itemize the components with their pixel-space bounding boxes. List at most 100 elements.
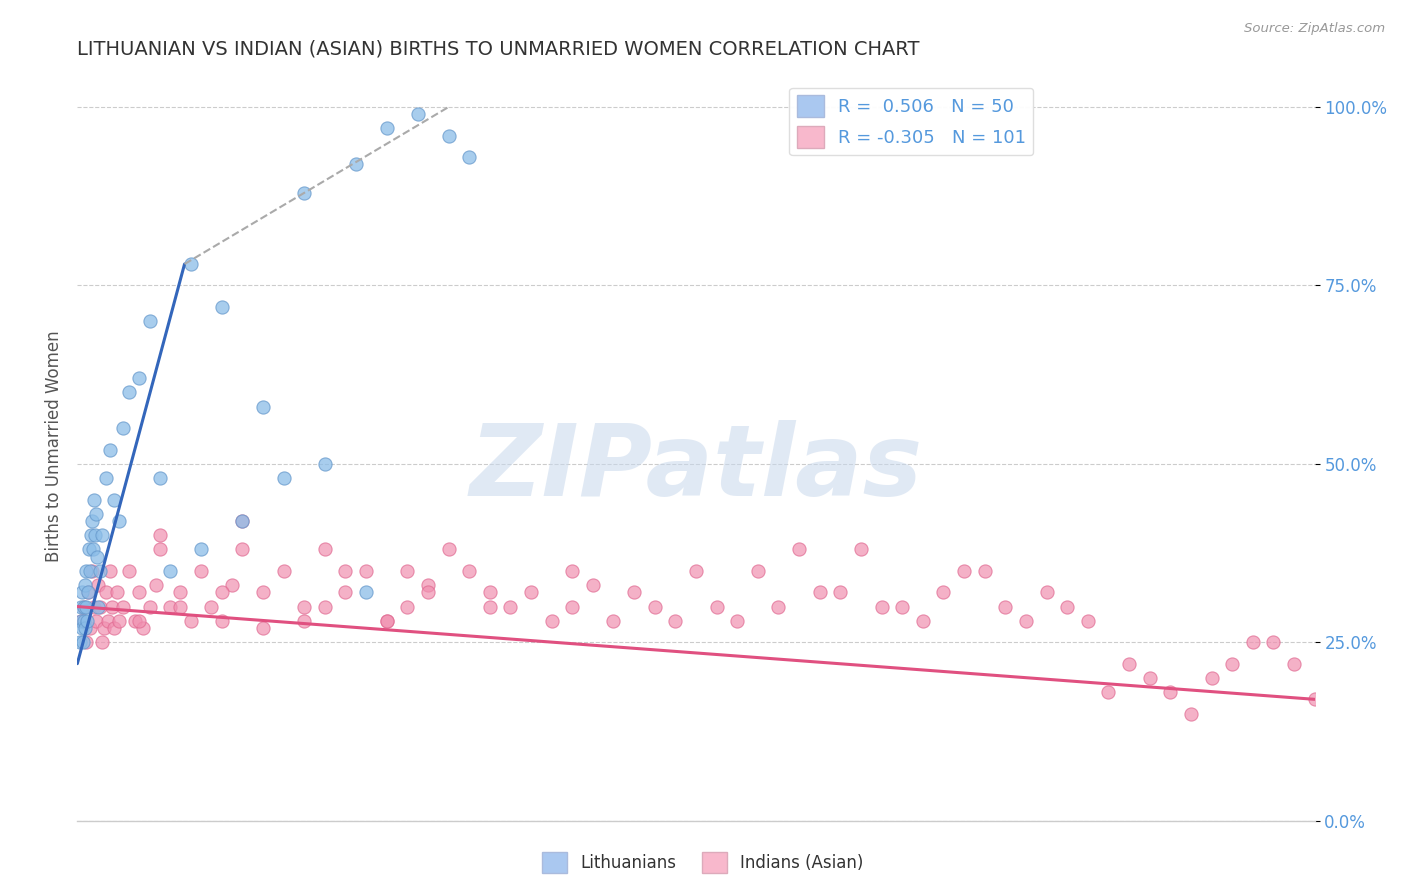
Point [107,614,129,628]
Point [83,599,105,614]
Point [849,542,872,557]
Point [118,385,141,400]
Point [77,542,100,557]
Point [314,599,336,614]
Point [128,614,150,628]
Point [70,621,93,635]
Point [69,635,91,649]
Text: Source: ZipAtlas.com: Source: ZipAtlas.com [1244,22,1385,36]
Point [98,564,121,578]
Point [252,400,274,414]
Point [103,621,125,635]
Point [211,585,233,599]
Legend: Lithuanians, Indians (Asian): Lithuanians, Indians (Asian) [536,846,870,880]
Point [335,585,357,599]
Point [396,564,419,578]
Point [98,442,121,457]
Point [87,578,110,592]
Point [79,564,101,578]
Point [190,542,212,557]
Point [314,457,336,471]
Point [138,314,160,328]
Point [124,614,146,628]
Point [70,614,93,628]
Point [79,621,101,635]
Point [1077,614,1099,628]
Point [70,599,93,614]
Point [1118,657,1140,671]
Point [1180,706,1202,721]
Point [994,599,1017,614]
Point [80,514,103,528]
Point [808,585,831,599]
Point [83,492,105,507]
Point [406,107,429,121]
Point [354,585,377,599]
Text: ZIPatlas: ZIPatlas [470,420,922,517]
Point [82,542,104,557]
Point [561,564,583,578]
Point [138,599,160,614]
Point [416,585,439,599]
Point [685,564,707,578]
Point [375,614,398,628]
Point [76,614,98,628]
Point [911,614,934,628]
Point [93,621,115,635]
Point [561,599,583,614]
Point [83,528,105,542]
Point [1056,599,1078,614]
Point [75,621,97,635]
Point [105,585,128,599]
Point [891,599,914,614]
Point [1015,614,1038,628]
Point [76,585,98,599]
Point [128,371,150,385]
Point [159,564,181,578]
Point [292,614,315,628]
Point [1220,657,1243,671]
Point [396,599,419,614]
Point [211,300,233,314]
Point [1139,671,1161,685]
Point [830,585,852,599]
Point [437,542,460,557]
Point [932,585,955,599]
Point [86,549,108,564]
Point [582,578,605,592]
Point [180,614,202,628]
Point [335,564,357,578]
Point [75,564,97,578]
Point [520,585,543,599]
Point [768,599,790,614]
Point [97,614,120,628]
Point [252,585,274,599]
Point [180,257,202,271]
Point [72,635,94,649]
Point [458,564,481,578]
Point [478,585,501,599]
Point [478,599,501,614]
Point [375,614,398,628]
Point [273,471,295,485]
Point [273,564,295,578]
Point [1035,585,1057,599]
Point [159,599,181,614]
Point [344,157,367,171]
Point [200,599,222,614]
Point [101,599,124,614]
Point [80,528,103,542]
Point [664,614,686,628]
Point [354,564,377,578]
Point [84,507,107,521]
Point [1241,635,1264,649]
Point [73,578,96,592]
Point [1263,635,1285,649]
Point [73,599,96,614]
Point [169,585,191,599]
Point [221,578,243,592]
Point [118,564,141,578]
Point [211,614,233,628]
Point [75,599,97,614]
Point [540,614,562,628]
